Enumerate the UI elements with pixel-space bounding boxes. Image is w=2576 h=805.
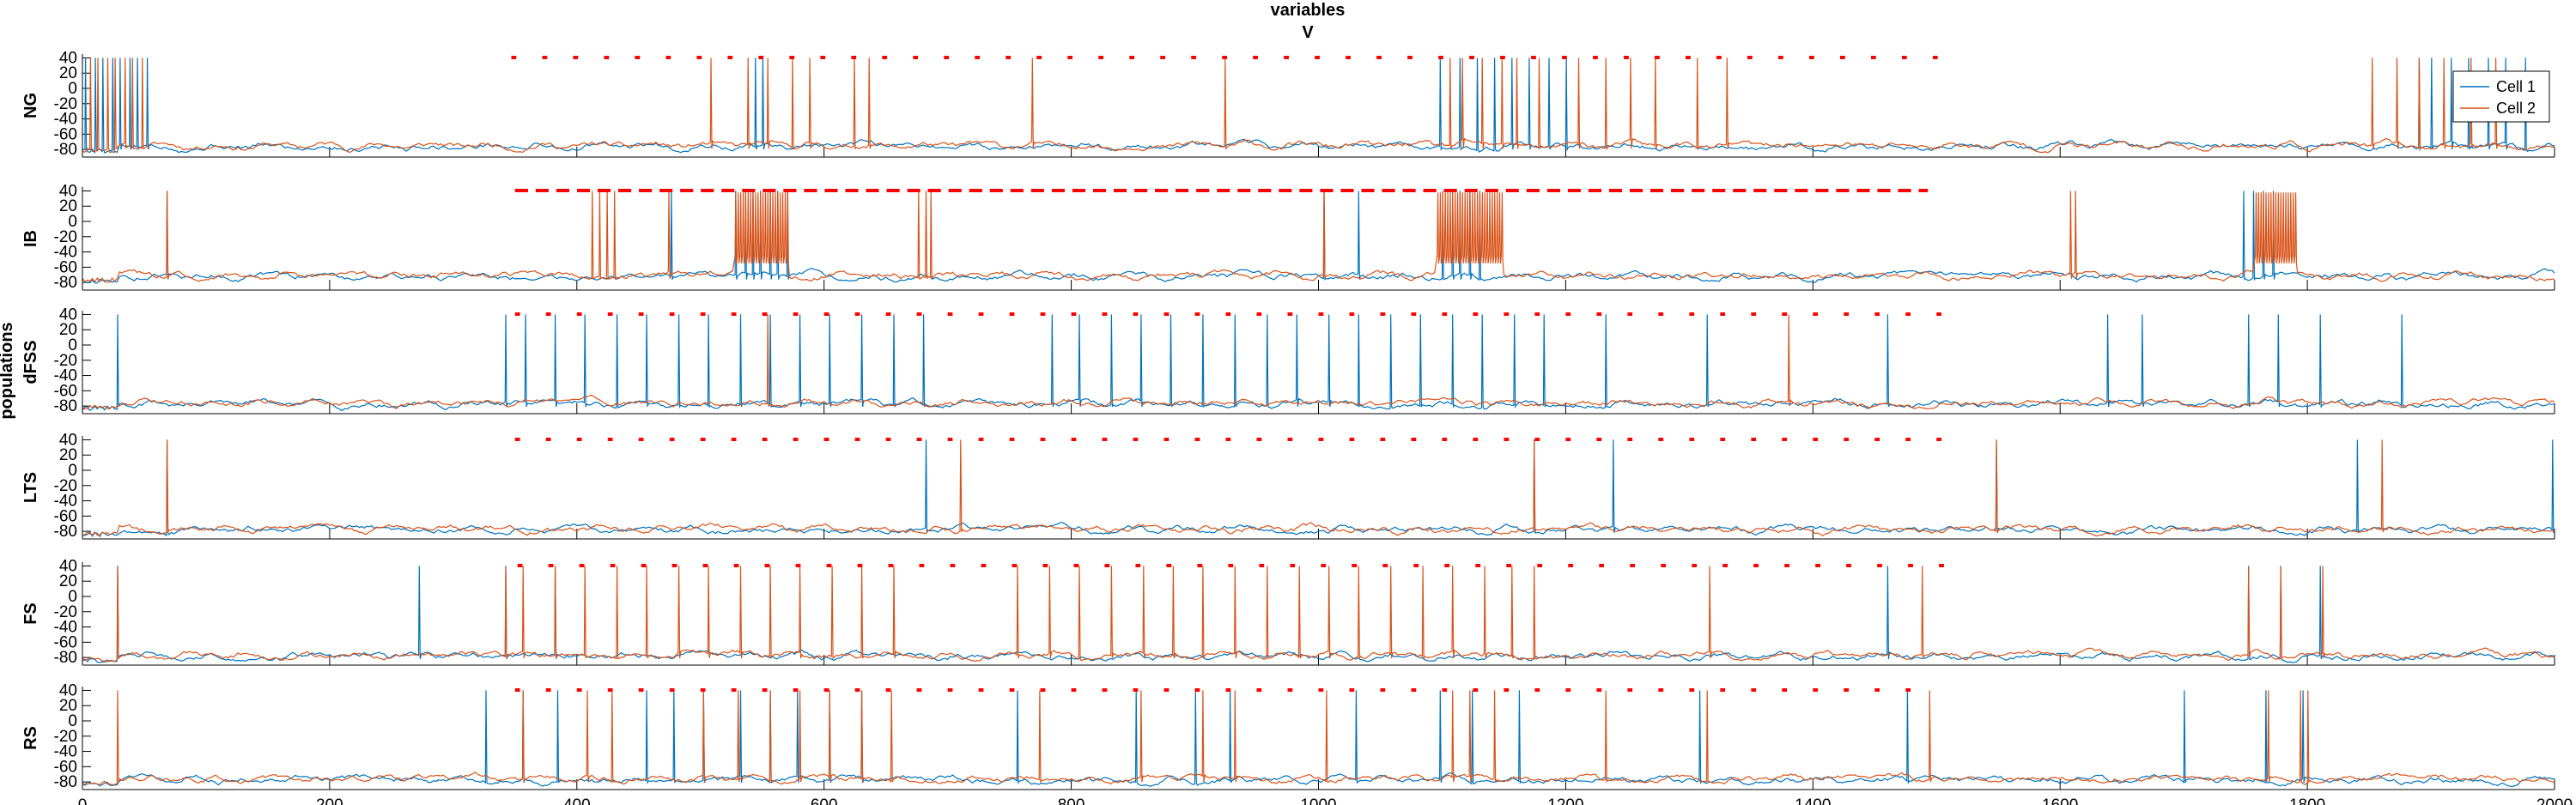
- x-tick-label: 400: [563, 796, 591, 805]
- y-tick-label: -40: [54, 244, 77, 262]
- x-tick-label: 0: [78, 796, 88, 805]
- y-tick-label: 0: [68, 213, 77, 231]
- x-axis: 0 200 400 600 800 1000 1200 1400 1600 1800 2000: [78, 796, 2573, 805]
- y-tick-label: 0: [68, 712, 77, 730]
- population-label: FS: [21, 602, 40, 625]
- y-tick-label: 20: [59, 64, 77, 82]
- population-label: IB: [21, 230, 40, 247]
- y-tick-label: 40: [59, 557, 77, 575]
- x-tick-label: 1400: [1795, 796, 1831, 805]
- y-tick-label: 0: [68, 462, 77, 480]
- x-tick-label: 2000: [2537, 796, 2573, 805]
- trace-cell2-fs: [82, 566, 2555, 663]
- y-tick-label: -20: [54, 603, 77, 621]
- y-tick-label: -40: [54, 619, 77, 637]
- y-tick-label: 20: [59, 321, 77, 339]
- y-tick-label: -80: [54, 274, 77, 292]
- x-tick-label: 1800: [2289, 796, 2325, 805]
- y-tick-label: 20: [59, 572, 77, 590]
- y-tick-label: 20: [59, 697, 77, 715]
- panels: NG40200-20-40-60-80IB40200-20-40-60-80dF…: [21, 49, 2555, 791]
- y-tick-label: 40: [59, 306, 77, 324]
- trace-cell1-ib: [82, 191, 2555, 284]
- y-tick-label: 40: [59, 182, 77, 200]
- y-tick-label: 20: [59, 197, 77, 215]
- trace-cell1-ng: [82, 58, 2555, 154]
- y-tick-label: -80: [54, 523, 77, 541]
- y-tick-label: 0: [68, 80, 77, 98]
- population-label: RS: [21, 726, 40, 750]
- legend: Cell 1 Cell 2: [2452, 70, 2550, 123]
- y-tick-label: -60: [54, 758, 77, 776]
- y-tick-label: -20: [54, 228, 77, 246]
- y-tick-label: 0: [68, 588, 77, 606]
- y-tick-label: -80: [54, 773, 77, 791]
- trace-cell2-ng: [82, 58, 2555, 154]
- y-tick-label: -20: [54, 352, 77, 370]
- y-tick-label: -80: [54, 649, 77, 667]
- y-tick-label: 40: [59, 49, 77, 67]
- y-tick-label: -80: [54, 397, 77, 415]
- x-tick-label: 1200: [1547, 796, 1583, 805]
- y-tick-label: -60: [54, 633, 77, 651]
- y-tick-label: 40: [59, 681, 77, 699]
- legend-label: Cell 1: [2496, 78, 2536, 95]
- x-tick-label: 800: [1058, 796, 1085, 805]
- y-tick-label: 0: [68, 336, 77, 354]
- population-label: LTS: [21, 472, 40, 503]
- trace-cell1-dfss: [82, 314, 2555, 412]
- trace-cell2-dfss: [82, 314, 2555, 410]
- figure-title-line2: V: [1302, 23, 1314, 42]
- population-label: dFSS: [21, 340, 40, 384]
- trace-cell1-lts: [82, 439, 2555, 538]
- y-tick-label: -80: [54, 141, 77, 159]
- trace-cell2-rs: [82, 690, 2555, 786]
- y-tick-label: 40: [59, 431, 77, 449]
- legend-box: [2452, 70, 2550, 123]
- y-tick-label: -40: [54, 743, 77, 761]
- figure-title-line1: variables: [1271, 1, 1346, 20]
- x-tick-label: 200: [316, 796, 343, 805]
- x-tick-label: 1000: [1300, 796, 1336, 805]
- trace-cell1-fs: [82, 566, 2555, 663]
- trace-cell2-lts: [82, 439, 2555, 537]
- y-tick-label: -60: [54, 382, 77, 400]
- y-tick-label: -20: [54, 95, 77, 113]
- y-tick-label: -40: [54, 493, 77, 511]
- y-tick-label: -60: [54, 258, 77, 276]
- population-label: NG: [21, 93, 40, 118]
- x-tick-label: 1600: [2042, 796, 2078, 805]
- trace-cell2-ib: [82, 191, 2555, 283]
- trace-cell1-rs: [82, 690, 2555, 788]
- y-tick-label: -40: [54, 367, 77, 385]
- x-tick-label: 600: [811, 796, 838, 805]
- legend-label: Cell 2: [2496, 100, 2536, 117]
- populations-axis-label: populations: [0, 322, 16, 419]
- y-tick-label: -20: [54, 477, 77, 495]
- y-tick-label: -60: [54, 507, 77, 525]
- y-tick-label: 20: [59, 446, 77, 464]
- y-tick-label: -20: [54, 728, 77, 746]
- y-tick-label: -60: [54, 125, 77, 143]
- y-tick-label: -40: [54, 111, 77, 129]
